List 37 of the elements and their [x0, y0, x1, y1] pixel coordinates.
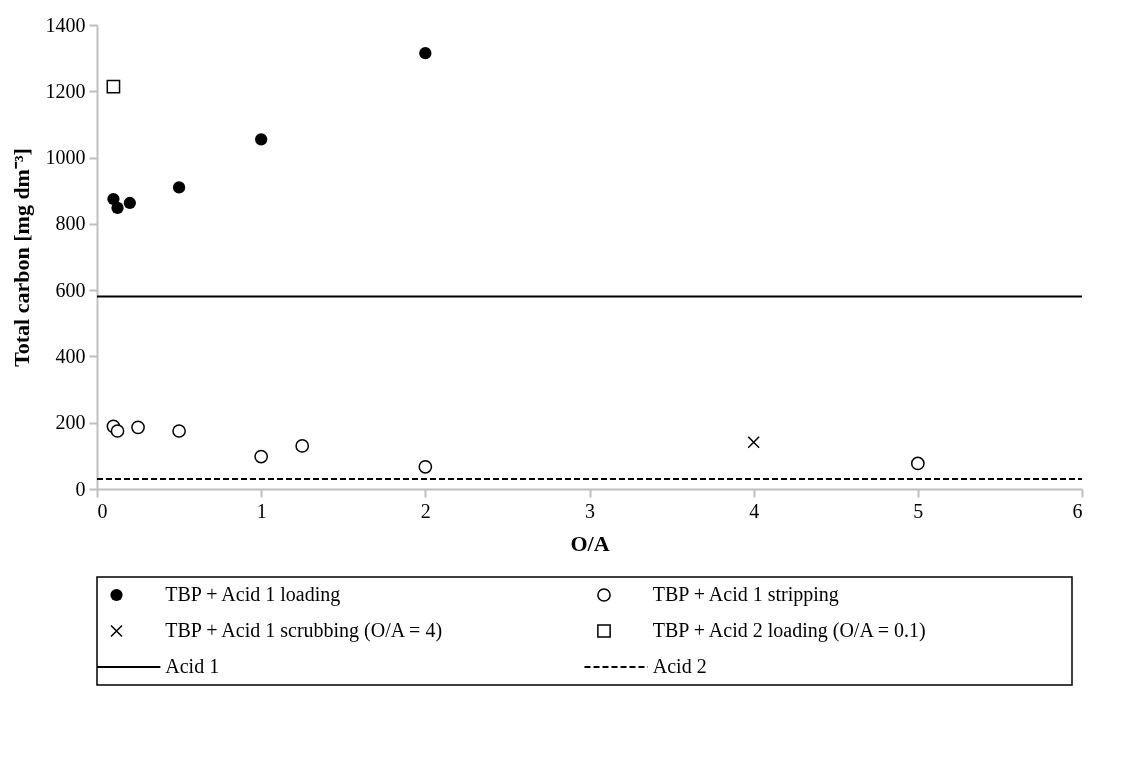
- x-tick-label: 5: [913, 499, 924, 522]
- point: [418, 459, 433, 474]
- legend-label: TBP + Acid 1 scrubbing (O/A = 4): [165, 619, 443, 642]
- point: [419, 47, 432, 60]
- x-tick-label: 0: [97, 499, 108, 522]
- point: [254, 449, 269, 464]
- legend-label: Acid 2: [652, 655, 707, 677]
- point: [910, 456, 925, 471]
- y-tick-label: 200: [55, 411, 86, 434]
- point: [747, 436, 760, 449]
- y-tick-label: 600: [55, 278, 86, 301]
- x-tick-label: 4: [749, 499, 760, 522]
- x-tick-label: 6: [1072, 499, 1083, 522]
- point: [106, 79, 121, 94]
- y-tick-label: 800: [55, 212, 86, 235]
- x-tick-label: 1: [256, 499, 267, 522]
- point: [131, 420, 145, 435]
- point: [123, 196, 136, 210]
- y-axis-title: Total carbon [mg dm⁻³]: [8, 148, 34, 367]
- x-tick-label: 2: [420, 499, 431, 522]
- legend-label: Acid 1: [165, 655, 220, 677]
- point: [172, 424, 186, 438]
- y-tick-label: 1400: [45, 13, 86, 36]
- point: [255, 133, 268, 146]
- y-tick-label: 400: [55, 344, 86, 367]
- legend-label: TBP + Acid 1 stripping: [652, 583, 839, 606]
- point: [111, 201, 124, 215]
- point: [295, 439, 310, 453]
- legend-label: TBP + Acid 1 loading: [165, 583, 341, 606]
- y-tick-label: 1000: [45, 146, 86, 169]
- y-tick-label: 0: [75, 477, 86, 500]
- point: [110, 424, 125, 438]
- point: [172, 181, 186, 194]
- x-tick-label: 3: [585, 499, 595, 522]
- y-tick-label: 1200: [45, 79, 86, 102]
- legend-label: TBP + Acid 2 loading (O/A = 0.1): [652, 619, 926, 642]
- x-axis-title: O/A: [570, 530, 610, 556]
